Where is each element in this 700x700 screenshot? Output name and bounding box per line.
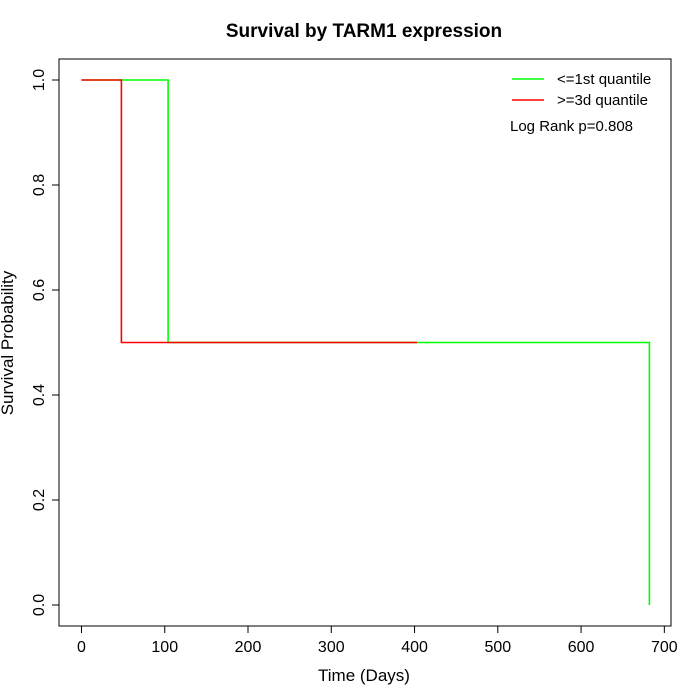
log-rank-annotation: Log Rank p=0.808 xyxy=(510,118,633,135)
x-tick-label: 0 xyxy=(77,639,86,656)
x-axis-label: Time (Days) xyxy=(318,666,410,685)
chart-title: Survival by TARM1 expression xyxy=(226,21,502,42)
x-tick-label: 700 xyxy=(651,639,678,656)
series-line-2 xyxy=(81,79,417,344)
y-tick-label: 0.4 xyxy=(31,384,48,406)
x-tick-label: 500 xyxy=(484,639,511,656)
x-tick-label: 300 xyxy=(318,639,345,656)
x-axis: 0 100 200 300 400 500 600 700 xyxy=(77,625,678,656)
x-tick-label: 600 xyxy=(568,639,595,656)
y-axis-label: Survival Probability xyxy=(0,270,17,415)
y-axis: 0.0 0.2 0.4 0.6 0.8 1.0 xyxy=(31,69,60,616)
y-tick-label: 0.0 xyxy=(31,594,48,616)
y-tick-label: 0.6 xyxy=(31,279,48,301)
series-layer xyxy=(81,79,651,605)
x-tick-label: 100 xyxy=(151,639,178,656)
y-tick-label: 0.8 xyxy=(31,174,48,196)
legend: <=1st quantile >=3d quantile xyxy=(512,71,651,109)
x-tick-label: 400 xyxy=(401,639,428,656)
x-tick-label: 200 xyxy=(235,639,262,656)
y-tick-label: 0.2 xyxy=(31,489,48,511)
legend-label: <=1st quantile xyxy=(557,71,651,88)
legend-label: >=3d quantile xyxy=(557,92,648,109)
y-tick-label: 1.0 xyxy=(31,69,48,91)
